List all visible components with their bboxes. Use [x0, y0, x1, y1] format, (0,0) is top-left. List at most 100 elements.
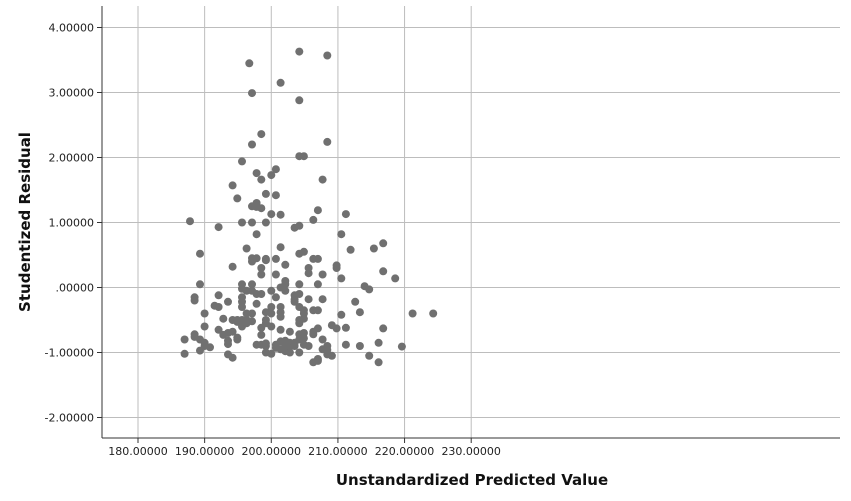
- data-point: [313, 306, 322, 315]
- data-point: [271, 191, 280, 200]
- data-point: [224, 340, 232, 349]
- data-point: [252, 299, 261, 308]
- data-point: [214, 325, 223, 334]
- data-point: [200, 309, 209, 318]
- data-point: [281, 260, 290, 269]
- data-point: [365, 285, 374, 294]
- data-point: [238, 303, 246, 311]
- data-point: [323, 51, 332, 60]
- data-point: [323, 137, 332, 146]
- data-point: [285, 348, 294, 357]
- y-axis-title: Studentized Residual: [16, 132, 34, 312]
- data-point: [214, 291, 223, 300]
- data-point: [351, 297, 360, 306]
- data-point: [290, 342, 299, 350]
- y-tick-label: 2.00000: [49, 152, 95, 165]
- data-point: [318, 270, 327, 279]
- data-point: [304, 295, 313, 304]
- data-point: [271, 254, 280, 263]
- data-point: [337, 310, 346, 319]
- data-point: [238, 218, 246, 227]
- data-point: [276, 325, 285, 334]
- data-point: [397, 342, 406, 351]
- data-point: [257, 270, 266, 279]
- data-point: [337, 274, 346, 283]
- data-point: [313, 254, 322, 263]
- data-point: [248, 89, 256, 98]
- y-tick-label: 1.00000: [49, 217, 95, 230]
- data-point: [304, 269, 313, 278]
- grid-lines: [97, 6, 840, 443]
- data-point: [309, 330, 318, 339]
- data-point: [374, 358, 383, 367]
- y-tick-label: -2.00000: [45, 412, 94, 425]
- data-point: [355, 308, 364, 317]
- data-point: [379, 239, 388, 248]
- data-point: [429, 309, 438, 318]
- y-tick-label: 4.00000: [49, 22, 95, 35]
- x-axis-title: Unstandardized Predicted Value: [336, 471, 608, 489]
- data-point: [257, 175, 266, 184]
- data-point: [276, 210, 285, 219]
- data-point: [214, 223, 223, 232]
- data-point: [267, 309, 276, 318]
- data-point: [261, 218, 270, 227]
- data-point: [271, 270, 280, 279]
- y-tick-label: .00000: [56, 282, 95, 295]
- data-point: [233, 194, 242, 203]
- data-point: [261, 342, 270, 350]
- data-point: [248, 218, 256, 227]
- data-point: [276, 243, 285, 252]
- data-point: [196, 249, 204, 258]
- x-tick-label: 180.00000: [108, 445, 168, 458]
- data-point: [313, 324, 322, 333]
- data-point: [267, 349, 276, 358]
- data-point: [337, 230, 346, 239]
- data-point: [341, 340, 350, 349]
- data-point: [318, 295, 327, 304]
- data-point: [267, 210, 276, 219]
- data-point: [180, 349, 189, 358]
- data-point: [245, 59, 254, 68]
- data-point: [318, 175, 327, 184]
- data-point: [299, 334, 308, 343]
- data-point: [261, 256, 270, 265]
- data-point: [248, 280, 256, 289]
- data-point: [379, 267, 388, 276]
- data-point: [257, 130, 266, 139]
- data-point: [332, 264, 341, 272]
- data-point: [318, 335, 327, 344]
- data-point: [295, 290, 304, 298]
- data-point: [206, 343, 214, 352]
- data-point: [228, 327, 237, 336]
- data-point: [228, 353, 237, 362]
- data-point: [355, 342, 364, 350]
- data-point: [242, 244, 251, 253]
- data-point: [228, 181, 237, 190]
- data-point: [224, 297, 232, 306]
- x-tick-labels: 180.00000 190.00000 200.00000 210.00000 220.…: [108, 445, 501, 458]
- data-point: [290, 297, 299, 306]
- x-tick-label: 230.00000: [441, 445, 501, 458]
- data-point: [299, 247, 308, 256]
- data-point: [200, 322, 209, 331]
- data-point: [257, 204, 266, 213]
- data-point: [374, 338, 383, 347]
- data-point: [257, 290, 266, 298]
- data-point: [238, 157, 246, 166]
- x-tick-label: 210.00000: [308, 445, 368, 458]
- data-point: [285, 327, 294, 336]
- data-point: [219, 314, 228, 323]
- data-point: [271, 165, 280, 174]
- data-point: [252, 230, 261, 239]
- data-point: [295, 221, 304, 230]
- data-point: [267, 171, 276, 180]
- data-point: [299, 314, 308, 323]
- data-point: [295, 96, 304, 105]
- data-point: [313, 206, 322, 215]
- data-point: [228, 262, 237, 271]
- x-tick-label: 190.00000: [175, 445, 235, 458]
- data-point: [257, 264, 266, 272]
- data-point: [190, 296, 199, 305]
- axes: [101, 6, 840, 439]
